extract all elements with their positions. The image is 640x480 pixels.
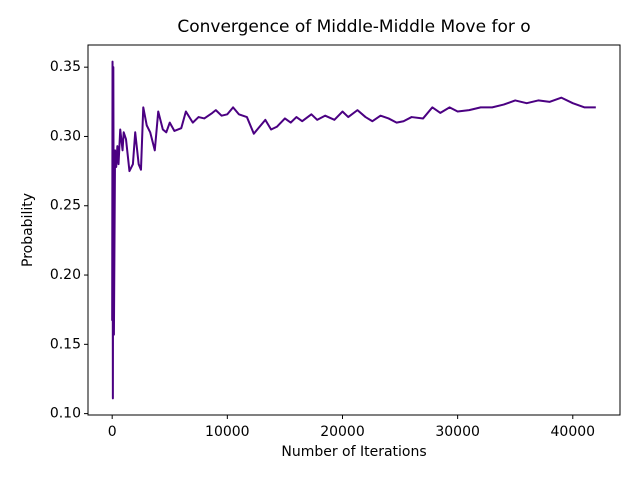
x-tick-label: 10000 [205, 424, 250, 440]
x-tick-label: 40000 [551, 424, 596, 440]
y-tick-label: 0.35 [50, 59, 81, 75]
data-line [111, 60, 596, 400]
x-tick-label: 20000 [320, 424, 365, 440]
x-tick-label: 30000 [435, 424, 480, 440]
y-tick-label: 0.30 [50, 128, 81, 144]
y-axis-label: Probability [20, 193, 36, 267]
axes-frame [87, 44, 621, 416]
y-tick-label: 0.15 [50, 336, 81, 352]
x-tick-label: 0 [108, 424, 117, 440]
y-tick-label: 0.25 [50, 198, 81, 214]
x-axis-label: Number of Iterations [281, 444, 426, 460]
y-tick-label: 0.10 [50, 406, 81, 422]
chart-title: Convergence of Middle-Middle Move for o [177, 17, 530, 37]
y-tick-label: 0.20 [50, 267, 81, 283]
